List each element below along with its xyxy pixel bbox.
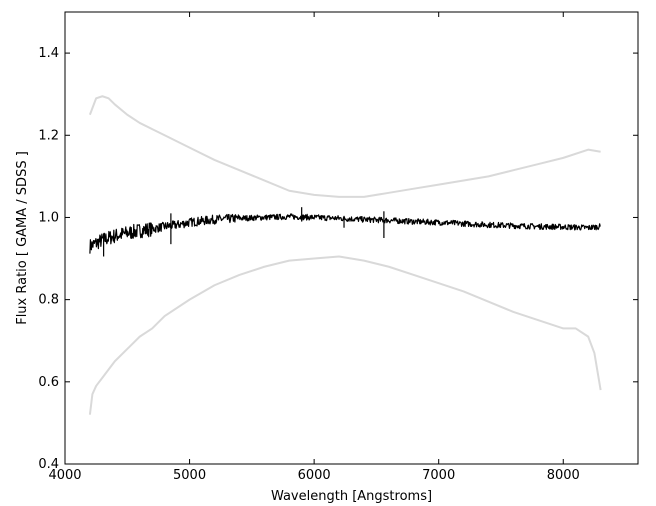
x-axis-label: Wavelength [Angstroms] <box>271 489 432 504</box>
y-tick-label: 1.0 <box>38 210 59 225</box>
series-group <box>88 95 602 415</box>
x-tick-label: 4000 <box>48 468 81 483</box>
x-tick-label: 7000 <box>422 468 455 483</box>
y-axis-label: Flux Ratio [ GAMA / SDSS ] <box>15 151 30 325</box>
y-axis: 0.4 0.6 0.8 1.0 1.2 1.4 <box>38 46 638 472</box>
plot-area <box>64 11 639 465</box>
x-tick-label: 5000 <box>173 468 206 483</box>
upper-envelope-line <box>88 95 601 198</box>
plot-frame <box>64 11 639 465</box>
plot-background <box>65 12 638 464</box>
median-ratio-line <box>89 213 601 254</box>
y-tick-label: 0.8 <box>38 293 59 308</box>
y-tick-label: 1.4 <box>38 46 59 61</box>
y-tick-label: 1.2 <box>38 128 59 143</box>
x-tick-label: 6000 <box>298 468 331 483</box>
y-tick-label: 0.6 <box>38 375 59 390</box>
x-tick-label: 8000 <box>547 468 580 483</box>
y-tick-label: 0.4 <box>38 457 59 472</box>
lower-envelope-line <box>88 255 602 415</box>
x-axis: 4000 5000 6000 7000 8000 <box>48 12 580 483</box>
